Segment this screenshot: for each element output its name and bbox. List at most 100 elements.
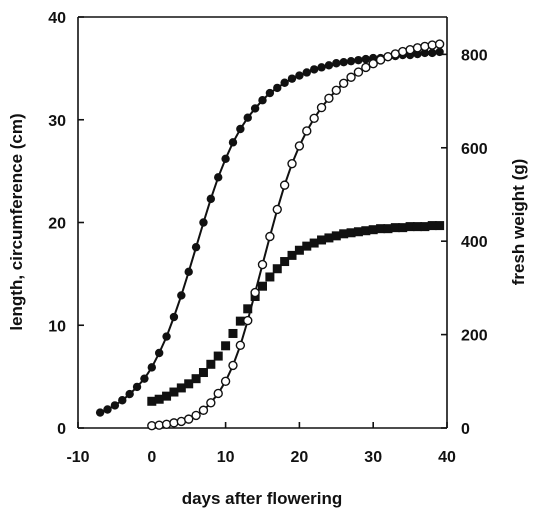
- data-point-filled-circle: [258, 96, 267, 105]
- data-point-open-circle: [228, 360, 238, 371]
- data-point-filled-circle: [302, 68, 311, 77]
- data-point-open-circle: [169, 418, 179, 428]
- x-tick-label: 20: [291, 449, 309, 466]
- data-point-filled-circle: [221, 154, 230, 163]
- data-point-filled-circle: [280, 78, 289, 87]
- data-point-open-circle: [324, 93, 334, 103]
- data-point-open-circle: [213, 388, 223, 399]
- data-point-filled-circle: [118, 396, 127, 405]
- data-point-open-circle: [272, 204, 282, 215]
- data-point-open-circle: [161, 419, 172, 429]
- data-point-square: [198, 368, 208, 378]
- data-point-open-circle: [353, 67, 364, 77]
- left-y-axis-title: length, circumference (cm): [7, 113, 26, 330]
- data-point-filled-circle: [140, 374, 149, 383]
- data-point-filled-circle: [214, 173, 223, 182]
- x-tick-label: 0: [147, 449, 156, 466]
- data-point-square: [309, 238, 319, 248]
- data-point-open-circle: [191, 410, 201, 421]
- data-point-open-circle: [235, 340, 246, 351]
- right-y-tick-label: 600: [461, 141, 488, 158]
- x-tick-label: 40: [438, 449, 456, 466]
- x-tick-label: 10: [217, 449, 235, 466]
- data-point-filled-circle: [317, 63, 326, 72]
- data-point-square: [147, 396, 157, 406]
- data-point-square: [302, 241, 312, 251]
- data-point-open-circle: [294, 141, 305, 151]
- data-point-square: [221, 341, 231, 351]
- data-point-square: [383, 224, 393, 234]
- left-y-tick-label: 30: [48, 113, 66, 130]
- data-point-filled-circle: [95, 408, 105, 417]
- data-point-filled-circle: [265, 88, 275, 98]
- left-y-tick-label: 20: [48, 216, 66, 233]
- data-point-open-circle: [220, 376, 231, 386]
- data-point-open-circle: [243, 315, 253, 326]
- data-point-filled-circle: [435, 47, 444, 57]
- data-point-filled-circle: [361, 54, 371, 64]
- data-point-open-circle: [309, 113, 319, 124]
- data-point-open-circle: [412, 43, 423, 53]
- data-point-square: [346, 228, 356, 238]
- data-point-square: [420, 222, 430, 232]
- data-point-square: [258, 281, 267, 291]
- data-point-filled-circle: [243, 113, 252, 122]
- data-point-square: [331, 231, 341, 241]
- data-point-square: [154, 394, 164, 404]
- data-point-filled-circle: [339, 58, 348, 67]
- data-point-open-circle: [302, 126, 312, 136]
- fit-line-series-3: [151, 43, 440, 427]
- data-point-square: [339, 229, 349, 239]
- data-point-square: [368, 225, 378, 235]
- data-point-square: [390, 223, 400, 233]
- data-point-open-circle: [331, 85, 341, 96]
- data-point-square: [191, 374, 201, 384]
- data-point-filled-circle: [147, 363, 156, 372]
- data-point-open-circle: [434, 39, 445, 49]
- data-point-filled-circle: [162, 332, 171, 341]
- data-point-square: [435, 221, 445, 231]
- data-point-filled-circle: [236, 124, 245, 134]
- data-point-square: [243, 304, 253, 314]
- data-point-square: [169, 387, 179, 397]
- data-point-square: [287, 250, 297, 260]
- x-tick-label: 30: [364, 449, 382, 466]
- right-y-tick-label: 800: [461, 47, 488, 64]
- data-point-open-circle: [250, 287, 260, 298]
- data-point-filled-circle: [177, 291, 186, 300]
- data-point-square: [228, 328, 238, 338]
- data-point-filled-circle: [273, 83, 282, 93]
- data-point-filled-circle: [420, 48, 430, 58]
- data-point-square: [176, 383, 186, 393]
- data-point-square: [376, 224, 386, 234]
- data-point-square: [405, 222, 415, 232]
- data-point-square: [317, 235, 327, 245]
- data-point-filled-circle: [103, 405, 112, 414]
- data-point-open-circle: [346, 72, 356, 82]
- data-point-filled-circle: [250, 104, 260, 113]
- data-point-square: [412, 222, 422, 232]
- data-point-open-circle: [265, 231, 275, 242]
- data-point-filled-circle: [309, 65, 319, 74]
- data-point-open-circle: [206, 398, 216, 408]
- data-point-filled-circle: [191, 242, 201, 252]
- data-point-square: [213, 351, 223, 361]
- data-point-open-circle: [183, 414, 194, 424]
- x-tick-label: -10: [66, 449, 89, 466]
- data-point-filled-circle: [199, 218, 208, 227]
- ticks: [77, 16, 448, 429]
- data-point-open-circle: [361, 62, 371, 73]
- left-y-tick-label: 10: [48, 318, 66, 335]
- right-y-tick-label: 400: [461, 234, 488, 251]
- data-point-open-circle: [316, 102, 327, 113]
- data-point-filled-circle: [295, 71, 304, 80]
- data-point-square: [184, 379, 194, 389]
- plot-frame: [77, 16, 448, 429]
- data-point-square: [294, 245, 304, 255]
- data-point-open-circle: [368, 59, 378, 69]
- data-point-open-circle: [279, 180, 290, 190]
- left-y-tick-label: 0: [57, 421, 66, 438]
- data-point-square: [324, 233, 334, 243]
